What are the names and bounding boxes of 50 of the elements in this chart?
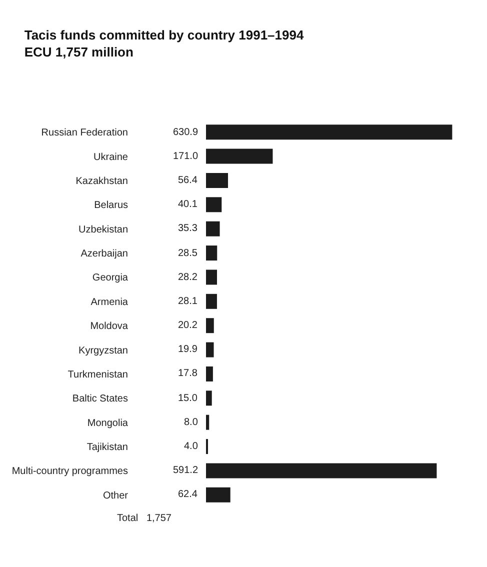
data-label: 20.2 [178,320,198,331]
data-label: 62.4 [178,489,198,500]
y-tick-label: Kazakhstan [76,176,128,187]
data-label: 28.5 [178,248,198,259]
bar [206,318,214,334]
y-tick-label: Other [102,490,129,502]
y-tick-label: Russian Federation [41,128,128,139]
y-tick-label: Moldova [90,321,128,332]
y-tick-label: Multi-country programmes [12,466,128,478]
bar [206,246,218,261]
bar [206,270,217,285]
data-label: 40.1 [178,199,198,210]
bar [206,148,273,164]
bar [206,172,228,188]
y-tick-label: Baltic States [72,394,128,405]
data-label: 630.9 [173,127,198,138]
y-tick-label: Tajikistan [86,442,128,454]
y-tick-label: Belarus [94,200,128,212]
bar [206,124,452,140]
bar [206,221,220,236]
y-tick-label: Armenia [90,296,128,308]
y-tick-label: Georgia [92,272,128,284]
data-label: 171.0 [173,151,198,162]
bar [206,197,222,212]
text: ECU 1,757 million [24,44,134,60]
data-label: 19.9 [178,344,198,355]
bar [206,390,212,406]
bar [206,487,230,502]
bar [206,342,214,358]
y-tick-label: Azerbaijan [80,248,128,260]
data-label: 28.2 [178,272,198,283]
chart-title: Tacis funds committed by country 1991–1994 [24,28,304,43]
data-label: 4.0 [184,441,198,452]
data-label: 35.3 [178,223,198,234]
data-label: 28.1 [178,296,198,307]
data-label: 8.0 [184,417,198,428]
y-tick-label: Mongolia [87,418,128,429]
bar [206,294,217,309]
bar [206,366,213,382]
data-label: 591.2 [173,465,198,476]
data-label: 17.8 [178,368,198,379]
y-tick-label: Kyrgyzstan [78,345,128,356]
data-label: 56.4 [178,175,198,186]
y-tick-label: Ukraine [94,152,128,163]
y-tick-label: Turkmenistan [68,369,128,380]
bar [206,463,437,478]
y-tick-label: Uzbekistan [78,224,128,236]
bar [206,414,210,430]
text: Total 1,757 [117,513,172,524]
data-label: 15.0 [178,393,198,404]
